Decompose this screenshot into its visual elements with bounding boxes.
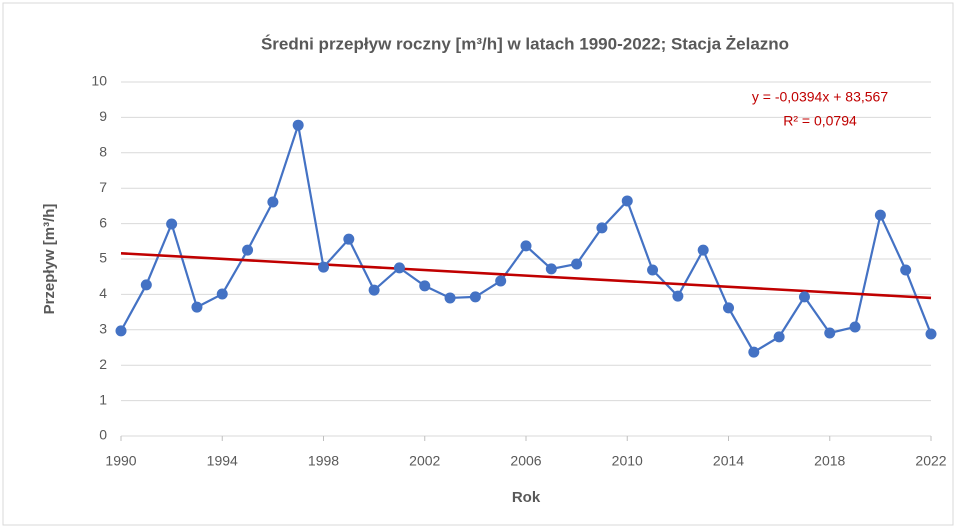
y-tick-label: 9 bbox=[99, 108, 107, 124]
data-point bbox=[166, 218, 178, 230]
y-axis-label: Przepływ [m³/h] bbox=[41, 204, 58, 315]
data-point bbox=[393, 262, 405, 274]
trendline bbox=[120, 252, 932, 300]
data-point bbox=[545, 263, 557, 275]
data-point bbox=[140, 279, 152, 291]
data-point bbox=[495, 275, 507, 287]
data-point bbox=[798, 291, 810, 303]
x-tick-label: 2018 bbox=[814, 453, 845, 469]
data-point bbox=[242, 244, 254, 256]
data-point bbox=[571, 258, 583, 270]
data-point bbox=[115, 325, 127, 337]
data-point bbox=[191, 301, 203, 313]
data-point bbox=[773, 331, 785, 343]
y-tick-label: 7 bbox=[99, 179, 107, 195]
data-point bbox=[900, 264, 912, 276]
x-tick-label: 1994 bbox=[207, 453, 238, 469]
data-point bbox=[444, 292, 456, 304]
y-tick-label: 1 bbox=[99, 391, 107, 407]
chart-title: Średni przepływ roczny [m³/h] w latach 1… bbox=[261, 34, 789, 53]
data-point bbox=[647, 264, 659, 276]
data-point bbox=[267, 196, 279, 208]
x-tick-label: 2022 bbox=[915, 453, 946, 469]
x-tick-label: 2010 bbox=[612, 453, 643, 469]
data-point bbox=[419, 280, 431, 292]
data-point bbox=[849, 321, 861, 333]
data-point bbox=[292, 119, 304, 131]
y-tick-label: 6 bbox=[99, 214, 107, 230]
data-point bbox=[697, 244, 709, 256]
y-tick-label: 8 bbox=[99, 144, 107, 160]
y-tick-label: 2 bbox=[99, 356, 107, 372]
data-point bbox=[318, 261, 329, 273]
y-tick-label: 0 bbox=[99, 427, 107, 443]
data-point bbox=[596, 222, 608, 234]
data-point bbox=[672, 290, 684, 302]
y-tick-label: 5 bbox=[99, 250, 107, 266]
data-point bbox=[520, 240, 532, 252]
data-point bbox=[748, 346, 760, 358]
data-point bbox=[723, 302, 734, 314]
x-tick-label: 2006 bbox=[510, 453, 541, 469]
data-point bbox=[469, 291, 481, 303]
x-tick-label: 1998 bbox=[308, 453, 339, 469]
data-point bbox=[621, 195, 633, 207]
data-point bbox=[824, 327, 836, 339]
trendline-equation: y = -0,0394x + 83,567 bbox=[752, 89, 888, 105]
data-point bbox=[216, 288, 228, 300]
data-point bbox=[343, 233, 355, 245]
trendline-r2: R² = 0,0794 bbox=[783, 113, 857, 129]
y-tick-label: 10 bbox=[91, 73, 107, 89]
y-tick-label: 4 bbox=[99, 285, 107, 301]
data-point bbox=[925, 328, 937, 340]
data-point bbox=[368, 284, 380, 296]
x-tick-label: 2014 bbox=[713, 453, 744, 469]
y-tick-label: 3 bbox=[99, 321, 107, 337]
x-tick-label: 1990 bbox=[105, 453, 136, 469]
data-point bbox=[874, 209, 886, 221]
x-tick-label: 2002 bbox=[409, 453, 440, 469]
x-axis-label: Rok bbox=[512, 489, 541, 506]
